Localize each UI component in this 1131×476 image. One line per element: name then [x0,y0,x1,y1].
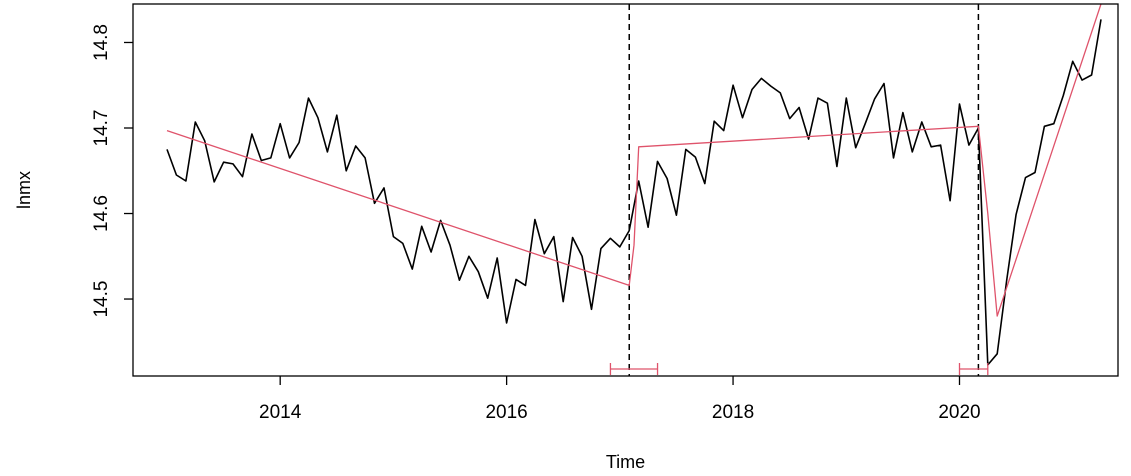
frame-layer [132,3,1119,377]
x-tick-label: 2014 [259,402,302,423]
y-tick-label: 14.8 [91,24,112,61]
plot-frame [132,3,1119,377]
x-tick-label: 2016 [485,402,527,423]
y-axis-title: lnmx [14,171,34,209]
confidence-interval-2 [958,363,989,375]
fitted-series-line [166,4,1102,317]
x-axis-title: Time [606,452,645,472]
y-tick-label: 14.6 [91,195,112,232]
axis-layer: 2014 2016 2018 2020 14.5 14.6 14.7 14.8 [91,24,981,423]
data-layer [166,4,1102,376]
y-tick-label: 14.5 [91,281,112,318]
observed-series-line [166,19,1102,366]
x-tick-label: 2018 [712,402,754,423]
x-tick-label: 2020 [938,402,980,423]
confidence-interval-1 [609,363,659,375]
y-tick-label: 14.7 [91,110,112,147]
